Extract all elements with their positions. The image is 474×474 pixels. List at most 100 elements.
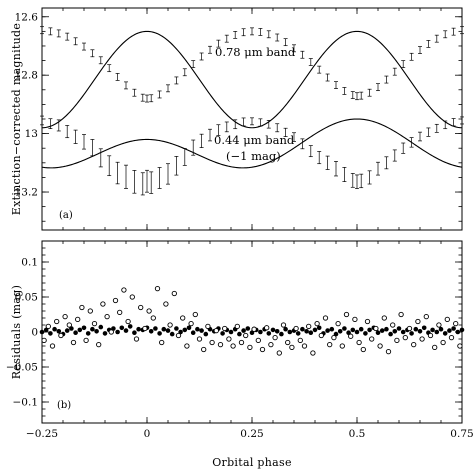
residual-point-open: [41, 337, 47, 344]
residual-point-filled: [287, 329, 293, 335]
residual-point-filled: [384, 326, 389, 332]
y-tick-label-b: 0.1: [21, 257, 38, 269]
residual-point-filled: [451, 326, 456, 331]
residual-point-open: [70, 339, 77, 346]
residual-point-open: [306, 323, 312, 330]
residual-point-filled: [220, 331, 225, 336]
panel-a: 12.6 12.8 13 13.2 0.78 μm band 0.44 μm band…: [15, 7, 464, 231]
residual-point-open: [108, 329, 114, 335]
residual-point-filled: [165, 328, 171, 333]
residual-point-open: [87, 308, 93, 314]
residual-point-open: [104, 313, 110, 320]
residual-point-open: [196, 336, 203, 342]
residual-point-filled: [186, 325, 192, 331]
x-tick-label: 0.5: [349, 428, 366, 440]
residual-point-open: [117, 309, 123, 316]
residual-point-filled: [337, 329, 343, 334]
residual-point-filled: [102, 331, 108, 336]
residual-point-open: [45, 323, 51, 330]
residual-point-filled: [153, 326, 158, 331]
y-axis-label-b: Residuals (mag): [10, 285, 23, 379]
residual-point-filled: [342, 326, 347, 331]
residual-point-open: [356, 339, 362, 346]
residual-point-open: [398, 311, 404, 318]
residual-point-filled: [447, 328, 452, 333]
residual-point-open: [427, 332, 434, 339]
residual-point-open: [301, 343, 308, 349]
residual-point-filled: [367, 327, 372, 333]
residual-point-open: [209, 339, 215, 346]
residual-point-open: [175, 332, 182, 339]
residual-point-open: [453, 320, 459, 327]
residual-point-filled: [77, 327, 83, 333]
residual-point-open: [58, 332, 64, 339]
model-curve-078: [41, 30, 463, 129]
residual-point-open: [293, 325, 299, 332]
residual-point-filled: [354, 329, 360, 335]
residual-point-filled: [392, 329, 398, 334]
residual-point-open: [352, 316, 358, 323]
residual-point-filled: [48, 331, 53, 336]
residual-point-filled: [203, 331, 209, 337]
residual-point-filled: [157, 331, 162, 336]
residual-point-filled: [434, 329, 440, 335]
residual-point-open: [394, 337, 400, 344]
residual-point-open: [171, 290, 177, 297]
residual-point-open: [62, 313, 68, 320]
residual-point-open: [75, 316, 81, 323]
residual-point-open: [255, 337, 261, 344]
residual-point-filled: [455, 329, 461, 335]
residual-point-open: [377, 343, 383, 349]
annotation-offset: (−1 mag): [226, 149, 281, 163]
residual-point-open: [411, 341, 417, 348]
residual-point-open: [121, 287, 127, 293]
residual-point-open: [285, 339, 291, 346]
residual-point-open: [406, 325, 413, 332]
residual-point-filled: [115, 329, 120, 335]
y-tick-label-a: 13: [25, 128, 38, 140]
residual-point-open: [243, 332, 249, 339]
panel-b-label: (b): [57, 400, 71, 411]
residual-point-open: [146, 308, 152, 314]
residual-point-filled: [421, 325, 427, 331]
residual-point-filled: [300, 326, 305, 332]
residual-point-filled: [442, 331, 448, 336]
residual-point-open: [154, 285, 161, 292]
residual-point-filled: [375, 330, 381, 336]
residual-point-open: [457, 343, 463, 349]
x-tick-label: 0: [144, 428, 151, 440]
residual-point-filled: [174, 326, 179, 331]
residual-point-open: [343, 311, 350, 318]
residual-point-filled: [64, 328, 70, 333]
residual-point-filled: [325, 328, 330, 333]
residual-point-filled: [388, 331, 393, 337]
y-axis-label-a: Extinction−corrected magnitude: [10, 23, 23, 215]
residual-point-open: [100, 301, 106, 307]
x-axis-label: Orbital phase: [212, 456, 292, 469]
residual-point-open: [348, 333, 354, 339]
x-tick-label: −0.25: [26, 428, 58, 440]
residual-point-open: [440, 339, 446, 346]
residual-point-open: [205, 323, 211, 330]
residual-point-open: [415, 318, 421, 325]
residual-point-open: [322, 315, 329, 321]
residual-point-open: [192, 311, 198, 318]
residual-point-filled: [136, 326, 141, 332]
residual-point-filled: [228, 329, 234, 335]
residual-point-open: [150, 315, 156, 321]
residual-point-filled: [90, 326, 95, 332]
residual-point-filled: [270, 327, 276, 333]
residual-point-filled: [56, 329, 62, 334]
y-tick-label-b: −0.1: [13, 397, 39, 409]
residual-point-open: [360, 346, 366, 353]
residual-point-open: [327, 341, 333, 348]
residual-point-open: [125, 318, 131, 325]
residual-point-open: [272, 334, 278, 341]
annotation-078-band: 0.78 μm band: [215, 45, 296, 59]
residual-point-open: [201, 346, 207, 353]
residual-point-open: [159, 339, 165, 346]
panel-b: −0.25 0 0.25 0.5 0.75 −0.1 −0.05 0 0.05 0.1 (b): [6, 240, 474, 440]
residual-point-open: [297, 337, 303, 344]
residual-point-open: [259, 346, 266, 353]
